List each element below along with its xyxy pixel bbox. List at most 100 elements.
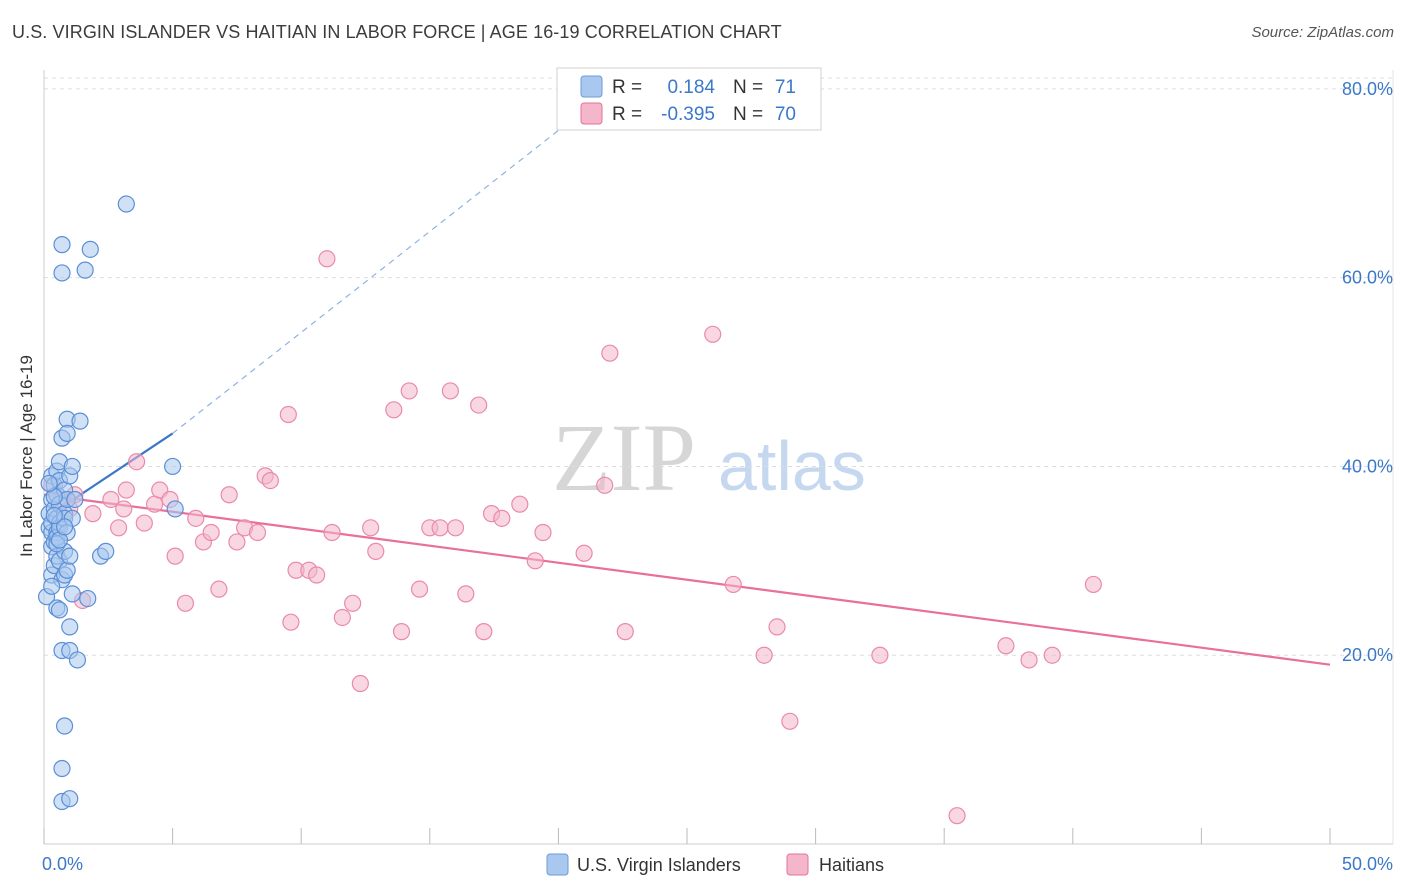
axes [43, 70, 1394, 845]
virgin-islander-point [63, 585, 81, 603]
gridlines [44, 77, 1393, 656]
haitian-point [410, 580, 429, 598]
legend-swatch-virgin-islanders [546, 853, 569, 876]
haitian-point [84, 505, 102, 523]
haitian-point [367, 542, 385, 560]
haitian-point [109, 519, 128, 537]
source-credit: Source: ZipAtlas.com [1251, 24, 1394, 41]
haitian-point [446, 519, 465, 537]
virgin-islanders-trend-extension [172, 99, 598, 434]
legend-n-value-2: 70 [775, 104, 796, 125]
haitian-point [431, 519, 449, 537]
tick-labels: 20.0% 40.0% 60.0% 80.0% 0.0% 50.0% [42, 79, 1393, 874]
legend-r-label-1: R = [612, 77, 642, 98]
virgin-islander-point [50, 601, 69, 619]
virgin-islander-point [166, 500, 184, 518]
y-tick-label: 40.0% [1342, 456, 1393, 476]
haitian-point [117, 481, 135, 499]
haitian-point [202, 523, 220, 542]
virgin-islander-point [45, 506, 63, 525]
haitian-point [526, 552, 544, 570]
haitian-point [704, 325, 722, 343]
virgin-islander-point [53, 264, 71, 282]
virgin-islander-point [81, 240, 99, 258]
chart-title: U.S. VIRGIN ISLANDER VS HAITIAN IN LABOR… [12, 22, 782, 42]
virgin-islander-point [55, 518, 74, 536]
haitian-point [279, 405, 297, 424]
haitian-point [871, 646, 889, 664]
virgin-islander-point [58, 561, 76, 579]
watermark-zip: ZIP [552, 404, 696, 511]
legend-r-value-1: 0.184 [667, 77, 715, 98]
haitian-point [102, 490, 120, 509]
haitian-point [385, 401, 403, 419]
virgin-islander-point [97, 542, 115, 560]
haitian-point [724, 575, 742, 594]
legend-label-virgin-islanders: U.S. Virgin Islanders [577, 855, 741, 875]
legend-label-haitians: Haitians [819, 855, 884, 875]
y-tick-label: 80.0% [1342, 79, 1393, 99]
virgin-islanders-points [37, 195, 184, 811]
virgin-islander-point [71, 412, 89, 430]
haitian-point [601, 344, 619, 362]
x-tick-label: 50.0% [1342, 854, 1393, 874]
legend-n-value-1: 71 [775, 77, 796, 98]
x-tick-label: 0.0% [42, 854, 83, 874]
haitians-trend-line [43, 493, 1331, 666]
legend-swatch-haitians [786, 853, 809, 876]
virgin-islander-point [117, 195, 135, 213]
virgin-islander-point [68, 651, 87, 669]
haitian-point [511, 495, 529, 513]
haitian-point [575, 544, 593, 562]
haitian-point [261, 471, 279, 490]
virgin-islander-point [79, 589, 97, 608]
virgin-islander-point [66, 490, 84, 509]
haitian-point [596, 476, 614, 494]
haitian-point [1043, 646, 1061, 664]
haitian-point [755, 646, 773, 664]
legend-n-label-1: N = [733, 77, 763, 98]
haitian-point [333, 608, 351, 627]
y-tick-label: 60.0% [1342, 268, 1393, 288]
haitian-point [351, 674, 369, 693]
haitian-point [166, 547, 184, 565]
virgin-islander-point [76, 261, 94, 279]
haitian-point [115, 500, 133, 518]
legend-swatch-pink [580, 102, 603, 125]
haitian-point [470, 396, 488, 414]
haitian-point [1084, 575, 1102, 594]
haitian-point [534, 523, 552, 542]
haitian-point [135, 514, 153, 532]
y-tick-label: 20.0% [1342, 645, 1393, 665]
haitian-point [187, 509, 205, 527]
haitian-point [344, 594, 362, 612]
virgin-islander-point [61, 547, 79, 565]
haitian-point [768, 618, 786, 636]
haitian-point [210, 580, 228, 598]
haitian-point [475, 623, 493, 641]
haitian-point [392, 623, 411, 641]
haitian-point [282, 613, 300, 631]
virgin-islander-point [61, 618, 79, 636]
legend-n-label-2: N = [733, 104, 763, 125]
virgin-islander-point [61, 790, 79, 808]
legend-r-label-2: R = [612, 104, 642, 125]
haitians-points [43, 250, 1102, 825]
haitian-point [616, 623, 634, 641]
virgin-islander-point [63, 457, 81, 476]
haitian-point [948, 807, 966, 825]
haitian-point [228, 533, 246, 551]
haitian-point [308, 566, 326, 584]
virgin-islander-point [58, 424, 76, 443]
haitian-point [176, 594, 195, 612]
haitian-point [220, 486, 238, 504]
haitian-point [400, 382, 418, 400]
haitian-point [493, 509, 511, 527]
legend-r-value-2: -0.395 [661, 104, 715, 125]
virgin-islander-point [164, 457, 182, 476]
haitian-point [323, 523, 341, 542]
haitian-point [457, 585, 475, 603]
haitian-point [127, 453, 146, 471]
virgin-islander-point [43, 577, 61, 595]
